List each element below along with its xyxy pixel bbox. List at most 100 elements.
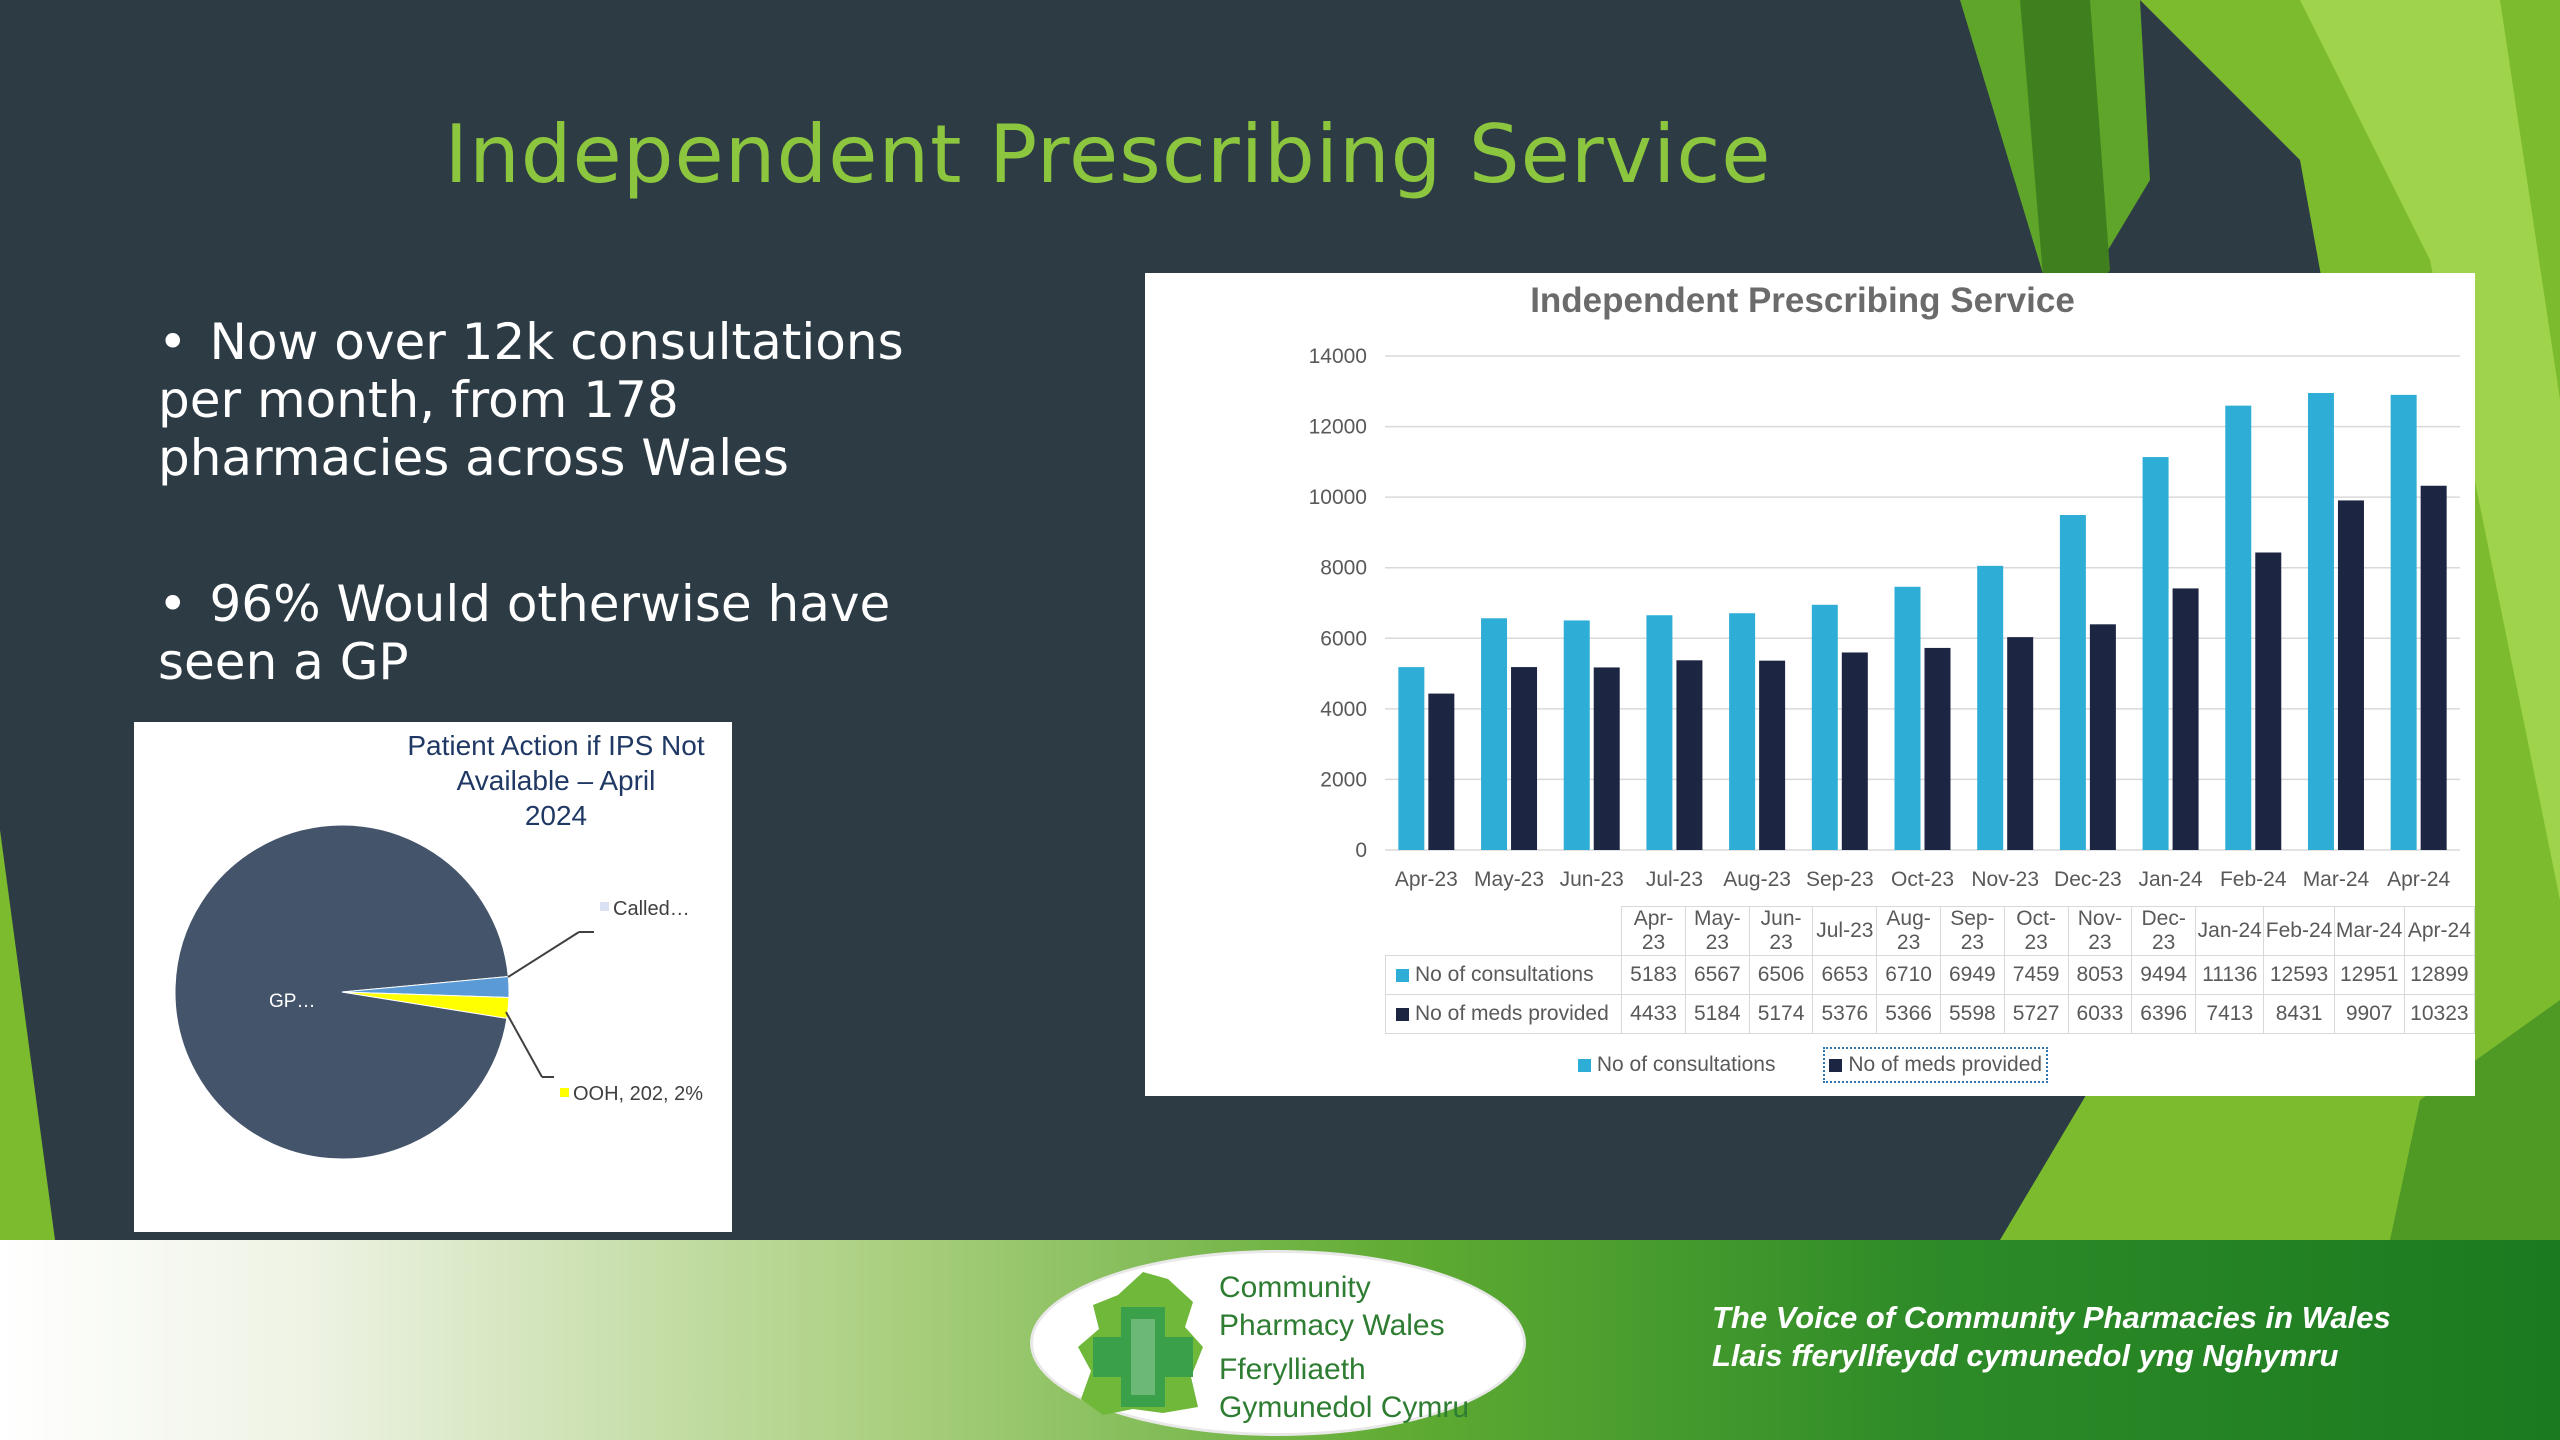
leader-line-ooh [505,1011,543,1078]
data-table-category: Oct-23 [2003,906,2069,956]
bar-consultations[interactable] [1894,586,1921,850]
x-tick-label: Apr-23 [1395,868,1458,891]
leader-line-called [507,931,580,978]
data-table-row-header: No of consultations [1384,955,1623,995]
bar-consultations[interactable] [1729,613,1756,850]
bar-meds-provided[interactable] [2172,588,2199,850]
data-table-cell: 6653 [1812,955,1878,995]
x-tick-label: Sep-23 [1806,868,1874,891]
bar-consultations[interactable] [2142,457,2169,850]
bullet-text: 96% Would otherwise have seen a GP [158,575,891,691]
bar-consultations[interactable] [1398,667,1425,850]
x-tick-label: Aug-23 [1723,868,1791,891]
data-table-cell: 6949 [1939,955,2005,995]
bar-chart-title: Independent Prescribing Service [1530,281,2075,320]
bar-consultations[interactable] [2307,393,2334,850]
data-table-cell: 5366 [1876,994,1941,1034]
pie-chart-title: Patient Action if IPS Not Available – Ap… [384,728,728,833]
bar-meds-provided[interactable] [1511,667,1538,850]
data-table-row: No of meds provided 4433 5184 5174 5376 5366… [1384,994,2476,1034]
bar-meds-provided[interactable] [2337,500,2364,850]
x-tick-label: Nov-23 [1971,868,2039,891]
chart-legend: No of consultations No of meds provided [1145,1047,2475,1083]
deco-shard [2390,1000,2560,1240]
pie-slice-gp[interactable] [174,824,509,1160]
y-tick-label: 8000 [1320,557,1367,580]
bar-consultations[interactable] [2225,405,2252,850]
bar-meds-provided[interactable] [1759,660,1786,850]
bar-meds-provided[interactable] [2420,485,2447,850]
legend-swatch-consultations [1577,1058,1591,1072]
y-tick-label: 14000 [1309,345,1367,368]
legend-swatch-meds [1396,1007,1409,1021]
logo-text: Community [1219,1271,1371,1304]
legend-label: No of meds provided [1848,1053,2043,1076]
bar-consultations[interactable] [1563,620,1590,850]
tagline-english: The Voice of Community Pharmacies in Wal… [1712,1300,2391,1335]
data-table-cell: 9907 [2333,994,2405,1034]
data-table-cell: 7459 [2003,955,2069,995]
bar-chart-panel[interactable]: Independent Prescribing Service 0 2000 400… [1145,273,2476,1096]
series-name: No of consultations [1415,963,1594,986]
y-tick-label: 0 [1355,839,1367,862]
data-table-row: No of consultations 5183 6567 6506 6653 6710… [1384,955,2476,995]
bar-meds-provided[interactable] [1428,693,1455,850]
bar-consultations[interactable] [1977,565,2004,850]
legend-swatch-ooh [560,1088,569,1097]
bar-consultations[interactable] [1481,618,1508,850]
deco-shard [2020,0,2110,360]
data-table-cell: 6710 [1876,955,1941,995]
data-table-category: Jun-23 [1748,906,1814,956]
data-table-cell: 5174 [1748,994,1814,1034]
x-tick-label: Feb-24 [2220,868,2287,891]
pie-title-line: 2024 [524,800,588,831]
data-table-cell: 12899 [2403,955,2476,995]
bar-meds-provided[interactable] [1593,667,1620,850]
data-table-cell: 8431 [2263,994,2335,1034]
bar-meds-provided[interactable] [1841,652,1868,850]
data-table-cell: 10323 [2403,994,2476,1034]
x-tick-label: Oct-23 [1891,868,1954,891]
pie-label-gp: GP… [269,991,315,1012]
bar-consultations[interactable] [2059,514,2086,850]
data-table-category: May-23 [1684,906,1750,956]
data-table-cell: 6506 [1748,955,1814,995]
bar-meds-provided[interactable] [1924,647,1951,850]
y-tick-label: 10000 [1309,486,1367,509]
bullet-point: • Now over 12k consultations per month, f… [158,313,918,487]
bar-consultations[interactable] [1646,615,1673,850]
legend-item-consultations[interactable]: No of consultations [1577,1053,1775,1077]
data-table-category: Jan-24 [2195,906,2265,956]
pie-slice-ooh[interactable] [341,991,510,1019]
legend-swatch-meds [1829,1058,1843,1072]
data-table-category: Apr-24 [2403,906,2476,956]
deco-shard [2300,0,2560,900]
data-table-corner [1386,907,1622,956]
data-table-cell: 6396 [2131,994,2197,1034]
data-table-category: Jul-23 [1812,906,1878,956]
data-table-cell: 11136 [2195,955,2265,995]
x-tick-label: Jul-23 [1646,868,1703,891]
footer-banner: Community Pharmacy Wales Fferylliaeth Gy… [0,1240,2560,1440]
y-tick-label: 6000 [1320,627,1367,650]
community-pharmacy-wales-logo[interactable]: Community Pharmacy Wales Fferylliaeth Gy… [1030,1250,1526,1436]
data-table-cell: 12593 [2263,955,2335,995]
bar-consultations[interactable] [1811,604,1838,850]
data-table-cell: 9494 [2131,955,2197,995]
deco-shard [0,830,55,1240]
bar-meds-provided[interactable] [2007,637,2034,850]
data-table-cell: 8053 [2067,955,2133,995]
legend-item-meds[interactable]: No of meds provided [1823,1047,2049,1083]
bullet-text: Now over 12k consultations per month, fr… [158,313,904,487]
pie-title-line: Patient Action if IPS Not Available – Ap… [407,730,705,796]
data-table-category: Dec-23 [2131,906,2197,956]
bullet-glyph: • [158,313,188,371]
bar-meds-provided[interactable] [1676,660,1703,850]
bar-consultations[interactable] [2390,394,2417,850]
y-tick-label: 12000 [1309,416,1367,439]
pie-chart-panel[interactable]: Called… OOH, 202, 2% GP… Patient Action … [134,722,732,1232]
wales-map-cross-icon [1078,1272,1203,1415]
bar-meds-provided[interactable] [2255,552,2282,850]
data-table-cell: 5184 [1684,994,1750,1034]
bar-meds-provided[interactable] [2089,624,2116,850]
